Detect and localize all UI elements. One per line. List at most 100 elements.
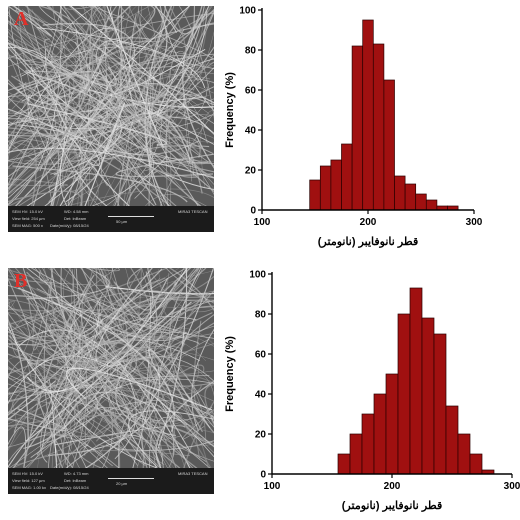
fiber-strand bbox=[117, 6, 201, 210]
fiber-strand bbox=[90, 6, 214, 60]
fiber-strand bbox=[8, 20, 184, 191]
fiber-strand bbox=[125, 159, 180, 178]
fiber-strand bbox=[8, 268, 83, 383]
y-tick-label: 20 bbox=[255, 430, 267, 441]
y-tick-label: 40 bbox=[245, 126, 257, 137]
fiber-strand bbox=[8, 367, 95, 466]
x-tick-label: 200 bbox=[384, 481, 401, 492]
fiber-strand bbox=[8, 355, 117, 395]
fiber-strand bbox=[70, 79, 214, 186]
y-tick-label: 80 bbox=[255, 310, 267, 321]
y-tick-label: 60 bbox=[255, 350, 267, 361]
fiber-strand bbox=[128, 14, 214, 114]
fiber-strand bbox=[64, 306, 93, 414]
fiber-strand bbox=[8, 129, 214, 196]
fiber-strand bbox=[46, 364, 205, 475]
sem-scale-bar-a bbox=[108, 212, 154, 217]
fiber-strand bbox=[85, 6, 175, 216]
histogram-bar bbox=[309, 179, 321, 211]
fiber-strand bbox=[87, 6, 137, 232]
sem-mag-a: SEM MAG: 500 x bbox=[12, 223, 43, 228]
fiber-strand bbox=[27, 292, 210, 366]
histogram-bar bbox=[349, 433, 363, 475]
fiber-strand bbox=[141, 268, 191, 421]
fiber-strand bbox=[75, 268, 214, 475]
fiber-strand bbox=[8, 115, 39, 194]
fiber-strand bbox=[73, 291, 163, 415]
fiber-strand bbox=[22, 268, 133, 412]
fiber-strand bbox=[51, 330, 139, 466]
fiber-strand bbox=[55, 397, 114, 490]
fiber-strand bbox=[8, 366, 165, 465]
histogram-bar bbox=[337, 453, 351, 475]
fiber-strand bbox=[101, 116, 214, 154]
sem-hv-a: SEM HV: 15.0 kV bbox=[12, 209, 43, 214]
fiber-strand bbox=[8, 6, 191, 195]
sem-scale-bar-b bbox=[108, 474, 154, 479]
fiber-strand bbox=[8, 96, 205, 126]
x-tick-label: 100 bbox=[264, 481, 281, 492]
sem-det-a: Det: InBeam bbox=[64, 216, 87, 221]
fiber-strand bbox=[8, 268, 76, 394]
histogram-bar bbox=[415, 193, 427, 211]
fiber-strand bbox=[15, 317, 214, 454]
histogram-bar bbox=[457, 433, 471, 475]
fiber-strand bbox=[128, 6, 152, 123]
sem-scale-label-a: 50 µm bbox=[116, 219, 128, 224]
y-axis-label: Frequency (%) bbox=[224, 336, 236, 412]
fiber-strand bbox=[47, 366, 160, 456]
fiber-strand bbox=[8, 334, 100, 494]
fiber-strand bbox=[8, 46, 101, 166]
sem-image-a: A SEM HV: 15.0 kV WD: 4.58 mm View field… bbox=[8, 6, 214, 232]
fiber-strand bbox=[126, 268, 202, 493]
fiber-strand bbox=[110, 290, 214, 357]
fiber-strand bbox=[8, 178, 69, 187]
fiber-strand bbox=[8, 131, 103, 153]
fiber-strand bbox=[8, 6, 56, 169]
fiber-strand bbox=[8, 305, 39, 357]
fiber-strand bbox=[8, 343, 69, 430]
fiber-strand bbox=[87, 268, 120, 272]
fiber-strand bbox=[8, 54, 214, 165]
fiber-strand bbox=[30, 268, 189, 335]
fiber-strand bbox=[87, 113, 153, 185]
fiber-strand bbox=[48, 95, 210, 170]
y-tick-label: 100 bbox=[239, 6, 256, 17]
sem-fibers-a bbox=[8, 6, 214, 232]
fiber-strand bbox=[148, 305, 214, 433]
fiber-strand bbox=[128, 410, 214, 468]
fiber-strand bbox=[97, 99, 174, 208]
fiber-strand bbox=[16, 337, 179, 479]
y-axis-label: Frequency (%) bbox=[224, 72, 236, 148]
fiber-strand bbox=[32, 323, 44, 351]
histogram-bar bbox=[409, 287, 423, 475]
histogram-bar bbox=[351, 45, 364, 211]
fiber-strand bbox=[147, 6, 172, 232]
fiber-strand bbox=[8, 300, 101, 393]
fiber-strand bbox=[8, 368, 202, 396]
fiber-strand bbox=[8, 50, 89, 182]
fiber-strand bbox=[114, 440, 214, 451]
fiber-strand bbox=[8, 325, 125, 349]
fiber-strand bbox=[8, 353, 146, 407]
fiber-strand bbox=[151, 6, 168, 78]
histogram-svg-b: 0 20 40 60 80 100 100 200 300 Frequency (%) قطر نا… bbox=[224, 270, 520, 513]
fiber-strand bbox=[80, 268, 214, 428]
fiber-strand bbox=[8, 434, 132, 480]
histogram-bar bbox=[445, 405, 459, 475]
fiber-strand bbox=[8, 82, 127, 168]
fiber-strand bbox=[67, 407, 214, 473]
fiber-strand bbox=[33, 62, 214, 112]
fiber-strand bbox=[8, 73, 86, 190]
panel-label-b: B bbox=[14, 270, 28, 292]
fiber-strand bbox=[211, 415, 214, 425]
fiber-strand bbox=[39, 270, 51, 282]
fiber-strand bbox=[106, 6, 165, 148]
fiber-strand bbox=[109, 313, 183, 441]
fiber-strand bbox=[8, 124, 88, 232]
fiber-strand bbox=[8, 331, 144, 480]
fiber-strand bbox=[42, 23, 136, 127]
sem-view-field-a: View field: 254 µm bbox=[12, 216, 45, 221]
fiber-strand bbox=[8, 355, 214, 458]
fiber-strand bbox=[13, 6, 152, 172]
